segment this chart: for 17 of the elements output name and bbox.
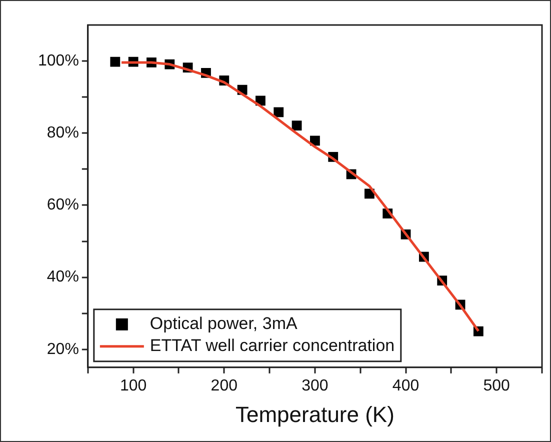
y-tick-label: 100% xyxy=(38,52,79,70)
x-tick-label: 100 xyxy=(120,377,147,394)
point xyxy=(310,136,320,146)
y-tick-label: 60% xyxy=(46,196,79,214)
y-tick-label: 80% xyxy=(46,124,79,142)
x-tick-label: 300 xyxy=(302,377,328,394)
legend-label: Optical power, 3mA xyxy=(150,314,298,334)
y-tick-label: 40% xyxy=(46,268,79,286)
point xyxy=(110,56,120,67)
legend-label: ETTAT well carrier concentration xyxy=(150,336,395,356)
x-tick-label: 400 xyxy=(392,377,420,394)
point xyxy=(292,120,302,131)
x-tick-label: 500 xyxy=(483,377,510,394)
x-axis-title: Temperature (K) xyxy=(235,402,394,427)
point xyxy=(274,107,284,118)
x-tick-label: 200 xyxy=(210,377,238,394)
y-tick-label: 20% xyxy=(46,340,79,358)
